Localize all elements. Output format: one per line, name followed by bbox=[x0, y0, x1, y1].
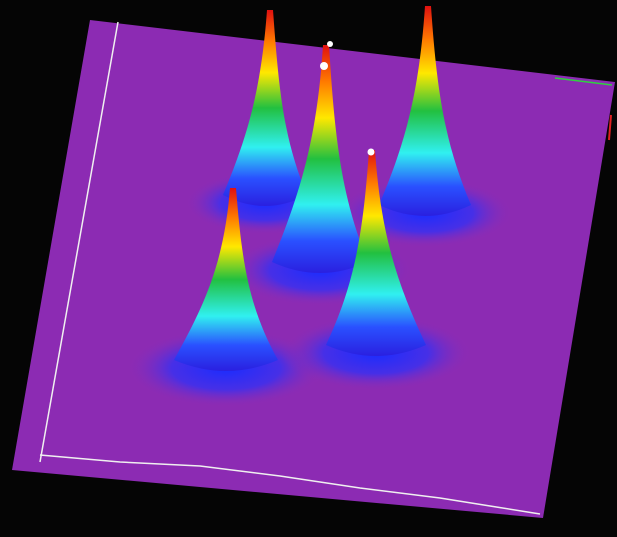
highlight bbox=[368, 149, 375, 156]
highlight bbox=[320, 62, 328, 70]
page: (() => { const g = document.getElementBy… bbox=[0, 0, 617, 537]
surface-plot bbox=[0, 0, 617, 537]
highlight bbox=[327, 41, 333, 47]
